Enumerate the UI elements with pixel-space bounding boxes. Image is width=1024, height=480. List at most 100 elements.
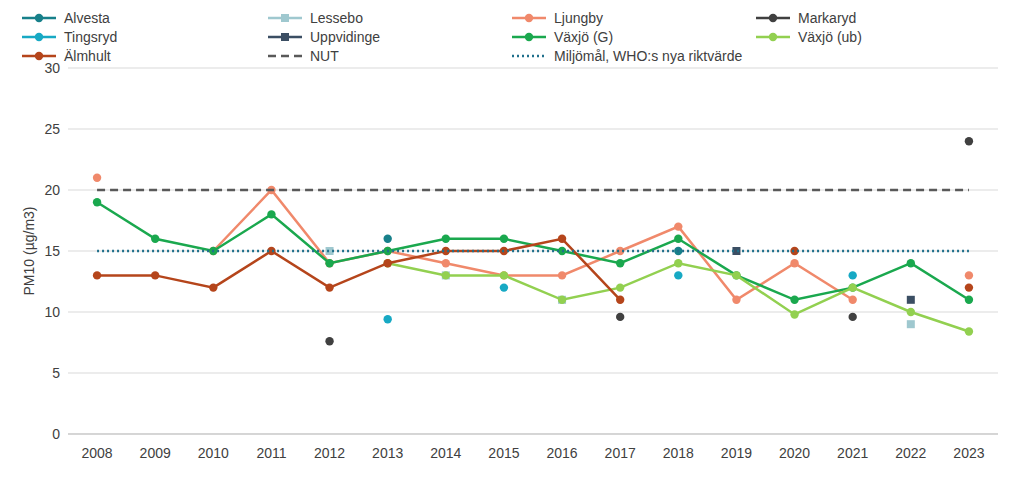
series [326,247,915,328]
y-tick-label: 30 [44,60,60,76]
x-tick-label: 2019 [721,445,752,461]
marker [383,235,391,243]
x-tick-label: 2022 [895,445,926,461]
x-tick-label: 2008 [81,445,112,461]
x-tick-label: 2016 [546,445,577,461]
marker [848,283,856,291]
marker [558,271,566,279]
series [93,174,973,304]
marker [442,271,450,279]
marker [907,296,915,304]
marker [674,222,682,230]
marker [616,313,624,321]
marker [965,296,973,304]
legend-label: Älmhult [64,48,111,64]
y-tick-label: 5 [52,365,60,381]
marker [674,271,682,279]
legend-label: Miljömål, WHO:s nya riktvärde [554,48,742,64]
series-line [97,250,969,253]
legend-marker [281,33,289,41]
series-line [97,239,620,300]
marker [790,259,798,267]
grid-line [68,312,998,313]
marker [209,283,217,291]
marker [442,235,450,243]
marker [848,283,856,291]
grid-line [68,434,998,435]
x-tick-label: 2009 [140,445,171,461]
plot-area [93,137,973,345]
x-tick-label: 2017 [605,445,636,461]
marker [325,283,333,291]
marker [965,137,973,145]
marker [325,259,333,267]
marker [93,198,101,206]
legend-marker [769,14,777,22]
marker [93,271,101,279]
x-axis-line [68,434,998,435]
series [97,190,969,191]
marker [325,337,333,345]
x-tick-label: 2020 [779,445,810,461]
marker [442,259,450,267]
series-line [97,202,969,300]
grid-line [68,373,998,374]
marker [500,271,508,279]
legend-label: Växjö (ub) [798,29,862,45]
x-tick-label: 2011 [256,445,286,461]
marker [383,259,391,267]
legend-label: NUT [310,48,339,64]
legend-marker [35,33,43,41]
marker [325,259,333,267]
marker [732,296,740,304]
marker [267,210,275,218]
marker [616,259,624,267]
marker [907,320,915,328]
series [383,259,973,336]
marker [558,296,566,304]
series [97,251,969,252]
y-tick-label: 20 [44,182,60,198]
legend: AlvestaLesseboLjungbyMarkarydTingsrydUpp… [22,10,862,64]
marker [732,271,740,279]
series [325,137,973,345]
y-tick-label: 0 [52,426,60,442]
legend-symbol [512,55,546,58]
marker [558,296,566,304]
legend-marker [769,33,777,41]
series [732,247,914,304]
marker [732,271,740,279]
y-tick-label: 25 [44,121,60,137]
legend-marker [525,33,533,41]
legend-label: Lessebo [310,10,363,26]
marker [500,271,508,279]
marker [558,235,566,243]
marker [500,235,508,243]
legend-label: Alvesta [64,10,110,26]
marker [616,283,624,291]
marker [790,310,798,318]
marker [674,259,682,267]
series-line [388,263,969,331]
marker [965,271,973,279]
marker [500,283,508,291]
legend-marker [35,52,43,60]
grid-line [68,129,998,130]
series-line [97,189,969,192]
x-tick-label: 2010 [198,445,229,461]
legend-label: Tingsryd [64,29,117,45]
marker [442,271,450,279]
marker [848,271,856,279]
x-tick-label: 2023 [953,445,984,461]
marker [907,259,915,267]
legend-marker [525,14,533,22]
y-tick-label: 15 [44,243,60,259]
x-tick-label: 2021 [837,445,868,461]
x-tick-label: 2018 [663,445,694,461]
legend-label: Ljungby [554,10,603,26]
x-tick-label: 2015 [488,445,519,461]
legend-marker [35,14,43,22]
marker [848,313,856,321]
grid-line [68,190,998,191]
y-tick-label: 10 [44,304,60,320]
